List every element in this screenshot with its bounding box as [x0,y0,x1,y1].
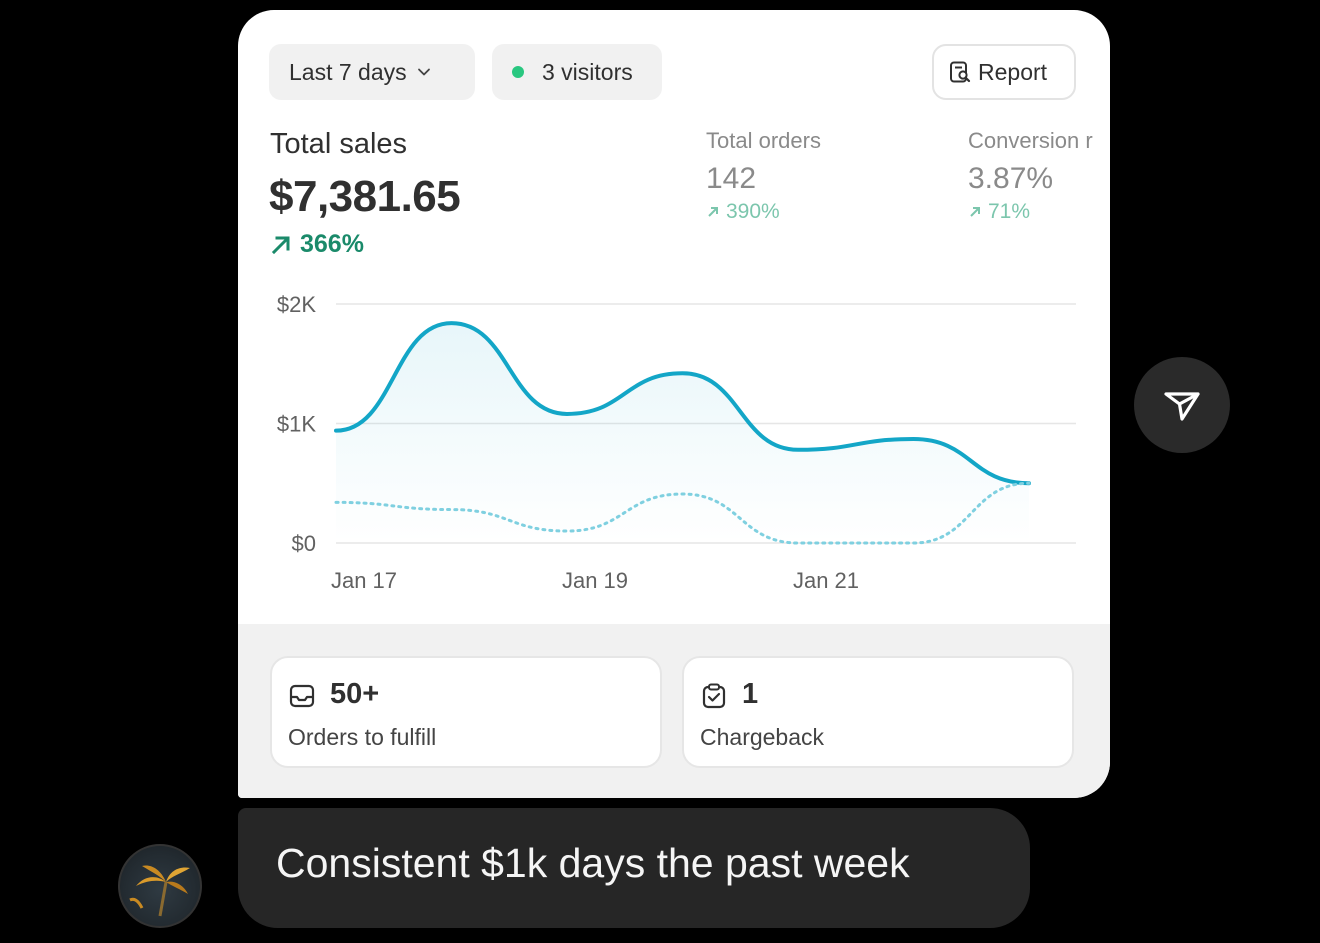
analytics-screenshot-card[interactable]: Last 7 days 3 visitors Report Total sale… [238,10,1110,798]
total-orders-label: Total orders [706,128,821,153]
orders-to-fulfill-value: 50+ [330,678,380,710]
total-orders-change-value: 390% [726,200,780,223]
avatar-image [129,865,190,917]
orders-to-fulfill-label: Orders to fulfill [288,724,437,750]
total-orders-change: 390% [706,200,821,224]
date-range-label: Last 7 days [289,58,407,85]
total-sales-value: $7,381.65 [269,172,461,221]
y-tick-label: $0 [292,531,316,556]
chargeback-tile[interactable]: 1 Chargeback [682,656,1074,768]
date-range-filter[interactable]: Last 7 days [269,44,475,100]
chargeback-value: 1 [742,678,759,710]
y-tick-label: $2K [277,292,316,317]
sales-series-line [334,321,1031,486]
inbox-icon [289,684,315,708]
report-icon [950,61,971,83]
report-button[interactable]: Report [932,44,1076,100]
conversion-change: 71% [968,200,1093,224]
conversion-value: 3.87% [968,162,1054,195]
chevron-down-icon [417,68,430,76]
conversion-label: Conversion r [968,128,1093,153]
total-sales-label: Total sales [270,128,408,160]
total-sales-change-value: 366% [300,230,364,258]
conversion-change-value: 71% [988,200,1031,223]
clipboard-check-icon [702,683,726,709]
visitors-label: 3 visitors [542,58,633,85]
chargeback-label: Chargeback [700,724,825,750]
share-button[interactable] [1134,357,1230,453]
live-visitors-badge[interactable]: 3 visitors [492,44,662,100]
avatar[interactable] [118,844,202,928]
report-label: Report [978,58,1048,85]
conversion-metric[interactable]: Conversion r 3.87% 71% [968,128,1093,224]
x-tick-label: Jan 21 [793,568,859,593]
sales-line-chart: $2K $1K $0 Jan 17 Jan 19 Jan 21 [277,292,1076,593]
y-tick-label: $1K [277,412,316,437]
series-area [336,323,1029,543]
orders-to-fulfill-tile[interactable]: 50+ Orders to fulfill [270,656,662,768]
total-orders-value: 142 [706,162,757,195]
total-orders-metric[interactable]: Total orders 142 390% [706,128,821,224]
x-tick-label: Jan 19 [562,568,628,593]
send-icon [1164,392,1200,421]
message-text: Consistent $1k days the past week [276,840,910,886]
message-bubble[interactable]: Consistent $1k days the past week [238,808,1030,928]
total-sales-change: 366% [270,230,364,259]
comparison-series-line [334,481,1031,545]
x-tick-label: Jan 17 [331,568,397,593]
arrow-up-right-icon [271,236,290,254]
arrow-up-right-icon [970,207,980,217]
arrow-up-right-icon [708,207,718,217]
live-dot-icon [512,66,524,78]
